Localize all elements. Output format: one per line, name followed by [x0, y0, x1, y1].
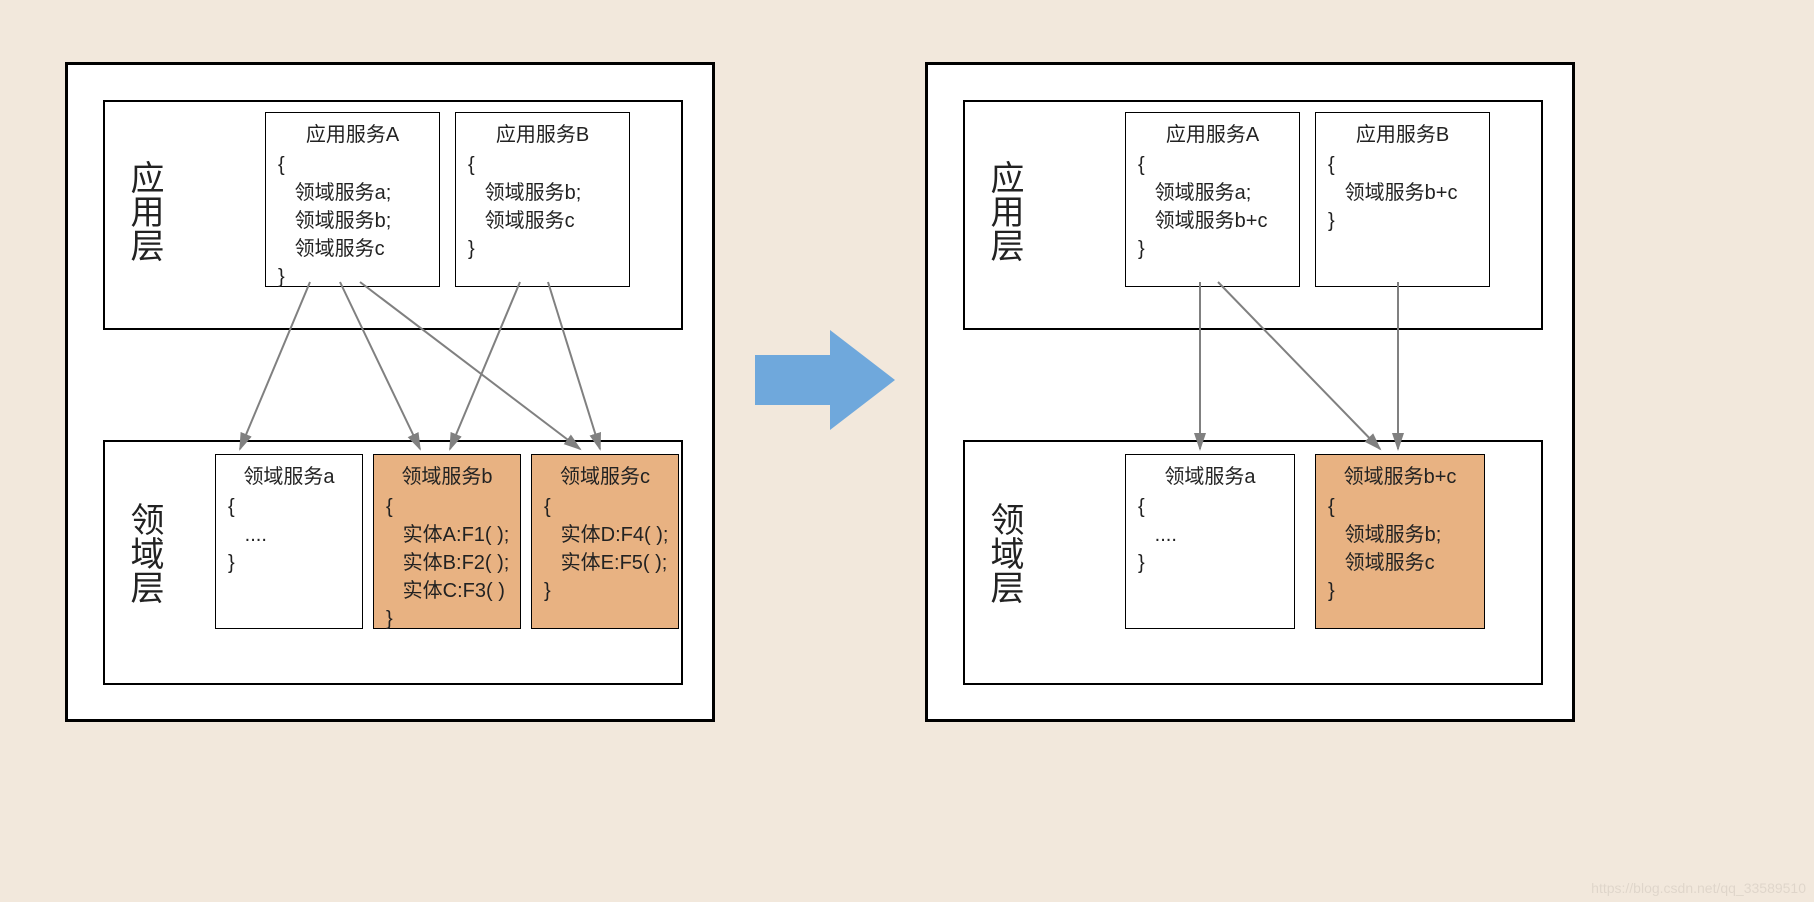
app-service-a-r-body: { 领域服务a; 领域服务b+c }: [1138, 151, 1287, 263]
right-domain-layer: 领域层 领域服务a { .... } 领域服务b+c { 领域服务b; 领域服务…: [963, 440, 1543, 685]
watermark: https://blog.csdn.net/qq_33589510: [1591, 880, 1806, 896]
domain-service-c-title: 领域服务c: [544, 463, 666, 491]
domain-service-c-body: { 实体D:F4( ); 实体E:F5( ); }: [544, 493, 666, 605]
left-domain-layer: 领域层 领域服务a { .... } 领域服务b { 实体A:F1( ); 实体…: [103, 440, 683, 685]
domain-service-a-title: 领域服务a: [228, 463, 350, 491]
left-app-layer: 应用层 应用服务A { 领域服务a; 领域服务b; 领域服务c } 应用服务B …: [103, 100, 683, 330]
app-service-a-box: 应用服务A { 领域服务a; 领域服务b; 领域服务c }: [265, 112, 440, 287]
layer-label-app-r: 应用层: [983, 160, 1025, 262]
layer-label-domain: 领域层: [123, 502, 165, 604]
domain-service-b-body: { 实体A:F1( ); 实体B:F2( ); 实体C:F3( ) }: [386, 493, 508, 633]
app-service-b-box: 应用服务B { 领域服务b; 领域服务c }: [455, 112, 630, 287]
app-service-a-body: { 领域服务a; 领域服务b; 领域服务c }: [278, 151, 427, 291]
app-service-b-title: 应用服务B: [468, 121, 617, 149]
app-service-b-r-body: { 领域服务b+c }: [1328, 151, 1477, 235]
app-service-a-r-box: 应用服务A { 领域服务a; 领域服务b+c }: [1125, 112, 1300, 287]
right-panel: 应用层 应用服务A { 领域服务a; 领域服务b+c } 应用服务B { 领域服…: [925, 62, 1575, 722]
layer-label-app: 应用层: [123, 160, 165, 262]
right-app-layer: 应用层 应用服务A { 领域服务a; 领域服务b+c } 应用服务B { 领域服…: [963, 100, 1543, 330]
domain-service-bc-r-body: { 领域服务b; 领域服务c }: [1328, 493, 1472, 605]
domain-service-bc-r-title: 领域服务b+c: [1328, 463, 1472, 491]
domain-service-a-body: { .... }: [228, 493, 350, 577]
domain-service-a-r-body: { .... }: [1138, 493, 1282, 577]
left-panel: 应用层 应用服务A { 领域服务a; 领域服务b; 领域服务c } 应用服务B …: [65, 62, 715, 722]
app-service-b-r-box: 应用服务B { 领域服务b+c }: [1315, 112, 1490, 287]
app-service-b-body: { 领域服务b; 领域服务c }: [468, 151, 617, 263]
domain-service-a-box: 领域服务a { .... }: [215, 454, 363, 629]
layer-label-domain-r: 领域层: [983, 502, 1025, 604]
domain-service-a-r-title: 领域服务a: [1138, 463, 1282, 491]
domain-service-b-box: 领域服务b { 实体A:F1( ); 实体B:F2( ); 实体C:F3( ) …: [373, 454, 521, 629]
domain-service-bc-r-box: 领域服务b+c { 领域服务b; 领域服务c }: [1315, 454, 1485, 629]
transform-arrow-icon: [755, 330, 895, 430]
app-service-a-r-title: 应用服务A: [1138, 121, 1287, 149]
app-service-b-r-title: 应用服务B: [1328, 121, 1477, 149]
app-service-a-title: 应用服务A: [278, 121, 427, 149]
domain-service-a-r-box: 领域服务a { .... }: [1125, 454, 1295, 629]
domain-service-b-title: 领域服务b: [386, 463, 508, 491]
domain-service-c-box: 领域服务c { 实体D:F4( ); 实体E:F5( ); }: [531, 454, 679, 629]
